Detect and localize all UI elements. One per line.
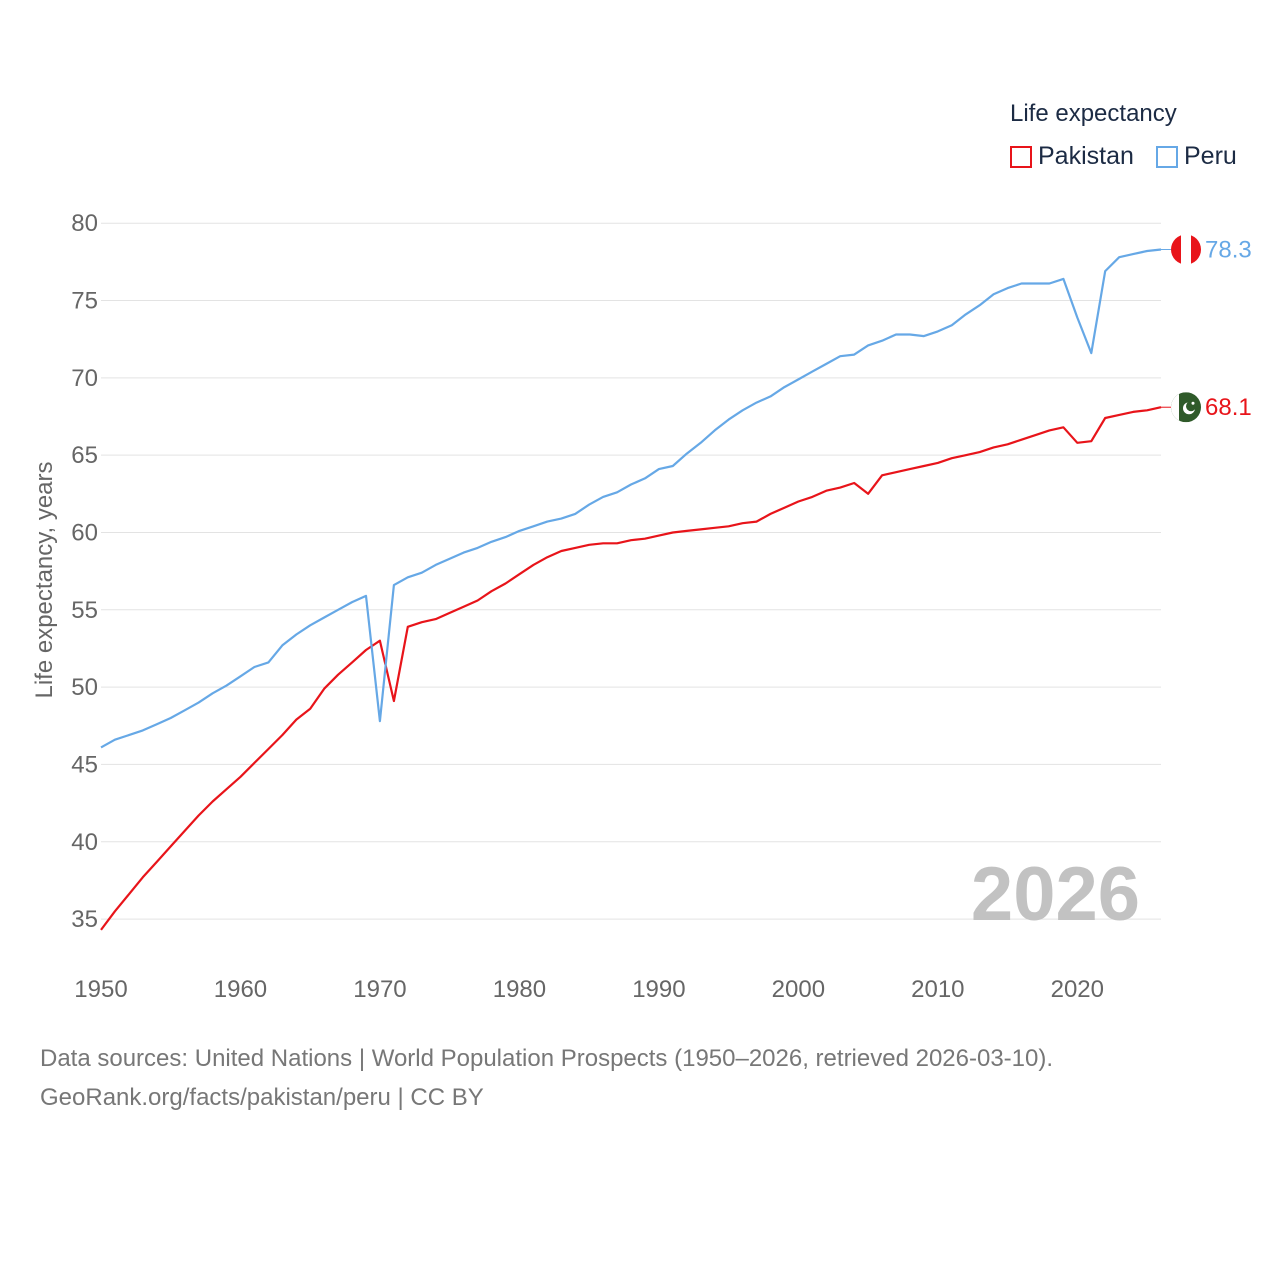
legend-swatch-peru bbox=[1156, 145, 1178, 168]
y-tick-label: 35 bbox=[71, 906, 98, 933]
legend-item-pakistan[interactable]: Pakistan bbox=[1010, 142, 1134, 171]
y-axis-ticks: 35 40 45 50 55 60 65 70 75 80 bbox=[71, 210, 98, 933]
footer-credit[interactable]: GeoRank.org/facts/pakistan/peru | CC BY bbox=[40, 1084, 484, 1111]
y-tick-label: 75 bbox=[71, 288, 98, 315]
legend-item-peru[interactable]: Peru bbox=[1156, 142, 1237, 171]
x-tick-label: 1960 bbox=[214, 976, 267, 1003]
y-tick-label: 50 bbox=[71, 674, 98, 701]
y-tick-label: 40 bbox=[71, 829, 98, 856]
series-line-pakistan[interactable] bbox=[100, 406, 1162, 931]
x-tick-label: 1980 bbox=[493, 976, 546, 1003]
footer-sources: Data sources: United Nations | World Pop… bbox=[40, 1045, 1054, 1072]
y-tick-label: 65 bbox=[71, 442, 98, 469]
series-line-peru[interactable] bbox=[100, 248, 1162, 749]
y-tick-label: 80 bbox=[71, 210, 98, 237]
y-tick-label: 55 bbox=[71, 597, 98, 624]
end-value-label-pakistan: 68.1 bbox=[1205, 394, 1252, 421]
legend-label-pakistan: Pakistan bbox=[1038, 142, 1134, 170]
year-watermark: 2026 bbox=[971, 852, 1140, 937]
x-tick-label: 2020 bbox=[1051, 976, 1104, 1003]
x-axis-ticks: 1950 1960 1970 1980 1990 2000 2010 2020 bbox=[74, 976, 1104, 1003]
grid-lines bbox=[101, 222, 1161, 920]
series-lines bbox=[100, 248, 1162, 931]
end-value-label-peru: 78.3 bbox=[1205, 236, 1252, 263]
y-tick-label: 45 bbox=[71, 751, 98, 778]
legend-title: Life expectancy bbox=[1010, 100, 1177, 127]
y-tick-label: 70 bbox=[71, 365, 98, 392]
life-expectancy-chart: 35 40 45 50 55 60 65 70 75 80 1950 1960 1970 1980 199… bbox=[31, 210, 1252, 1003]
x-tick-label: 1990 bbox=[632, 976, 685, 1003]
y-tick-label: 60 bbox=[71, 519, 98, 546]
x-tick-label: 1950 bbox=[74, 976, 127, 1003]
x-tick-label: 2010 bbox=[911, 976, 964, 1003]
end-labels: 68.1 78.3 bbox=[1161, 234, 1252, 423]
pakistan-flag-icon bbox=[1171, 392, 1201, 423]
y-axis-label: Life expectancy, years bbox=[31, 461, 58, 698]
peru-flag-icon bbox=[1171, 234, 1201, 265]
x-tick-label: 1970 bbox=[353, 976, 406, 1003]
legend-swatch-pakistan bbox=[1010, 145, 1032, 168]
x-tick-label: 2000 bbox=[772, 976, 825, 1003]
legend-label-peru: Peru bbox=[1184, 142, 1237, 170]
